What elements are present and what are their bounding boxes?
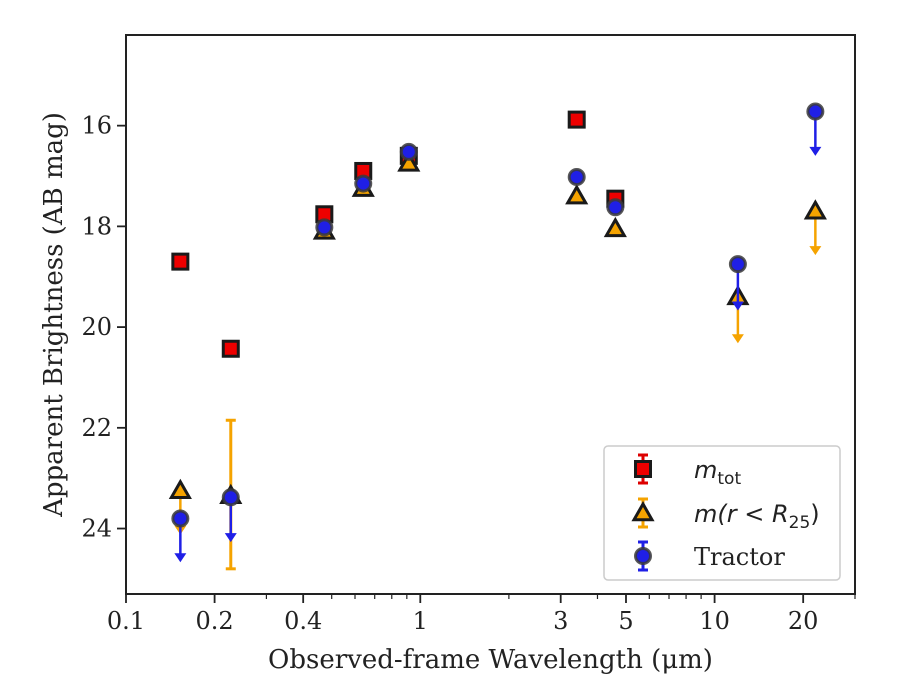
point-tractor [806,102,825,121]
point-tractor [315,218,334,237]
series-tractor [171,102,825,563]
x-tick-label: 3 [553,607,568,635]
y-tick-label: 24 [81,515,112,543]
point-tractor [728,255,747,274]
legend-label-mtot: mtot [694,456,741,489]
upper-limit-arrow-tractor-head [731,301,744,311]
legend-label-tractor: Tractor [694,543,785,571]
y-axis: 16 18 20 22 24 [81,112,126,543]
point-mr25 [168,478,192,500]
legend-marker-mr25 [631,500,655,522]
upper-limit-arrow-tractor-head [174,553,187,563]
y-tick-label: 16 [81,112,112,140]
y-tick-label: 18 [81,212,112,240]
series-mtot [171,110,625,358]
y-tick-label: 20 [81,313,112,341]
legend: mtot m(r < R25) Tractor [603,445,841,581]
point-mr25 [603,216,627,238]
plot-marks [168,102,827,571]
point-mtot [567,110,586,129]
upper-limit-arrow-mr25-head [809,246,822,256]
point-tractor [399,142,418,161]
legend-box [603,445,841,581]
point-tractor [606,198,625,217]
legend-label-mr25: m(r < R25) [694,500,820,533]
upper-limit-arrow-tractor-head [224,533,237,543]
x-tick-label: 20 [788,607,819,635]
point-mr25 [565,184,589,205]
y-axis-label: Apparent Brightness (AB mag) [39,112,69,518]
upper-limit-arrow-mr25-head [731,334,744,344]
point-tractor [171,509,190,528]
upper-limit-arrow-tractor-head [809,146,822,156]
point-mtot [221,339,240,358]
x-axis: 0.1 0.2 0.4 1 3 5 10 20 [107,594,856,635]
x-tick-label: 5 [618,607,633,635]
x-tick-label: 1 [413,607,428,635]
point-mr25 [803,199,827,220]
legend-marker-mtot [634,460,652,478]
x-tick-label: 0.1 [107,607,145,635]
x-tick-label: 0.2 [196,607,234,635]
point-tractor [354,174,373,193]
legend-marker-tractor [634,547,652,565]
point-mtot [171,252,190,271]
point-tractor [221,488,240,507]
x-tick-label: 0.4 [284,607,322,635]
plot-frame [125,34,856,595]
point-mr25 [397,151,421,172]
x-axis-label: Observed-frame Wavelength (μm) [268,645,713,675]
point-tractor [567,168,586,187]
x-tick-label: 10 [699,607,730,635]
y-tick-label: 22 [81,414,112,442]
